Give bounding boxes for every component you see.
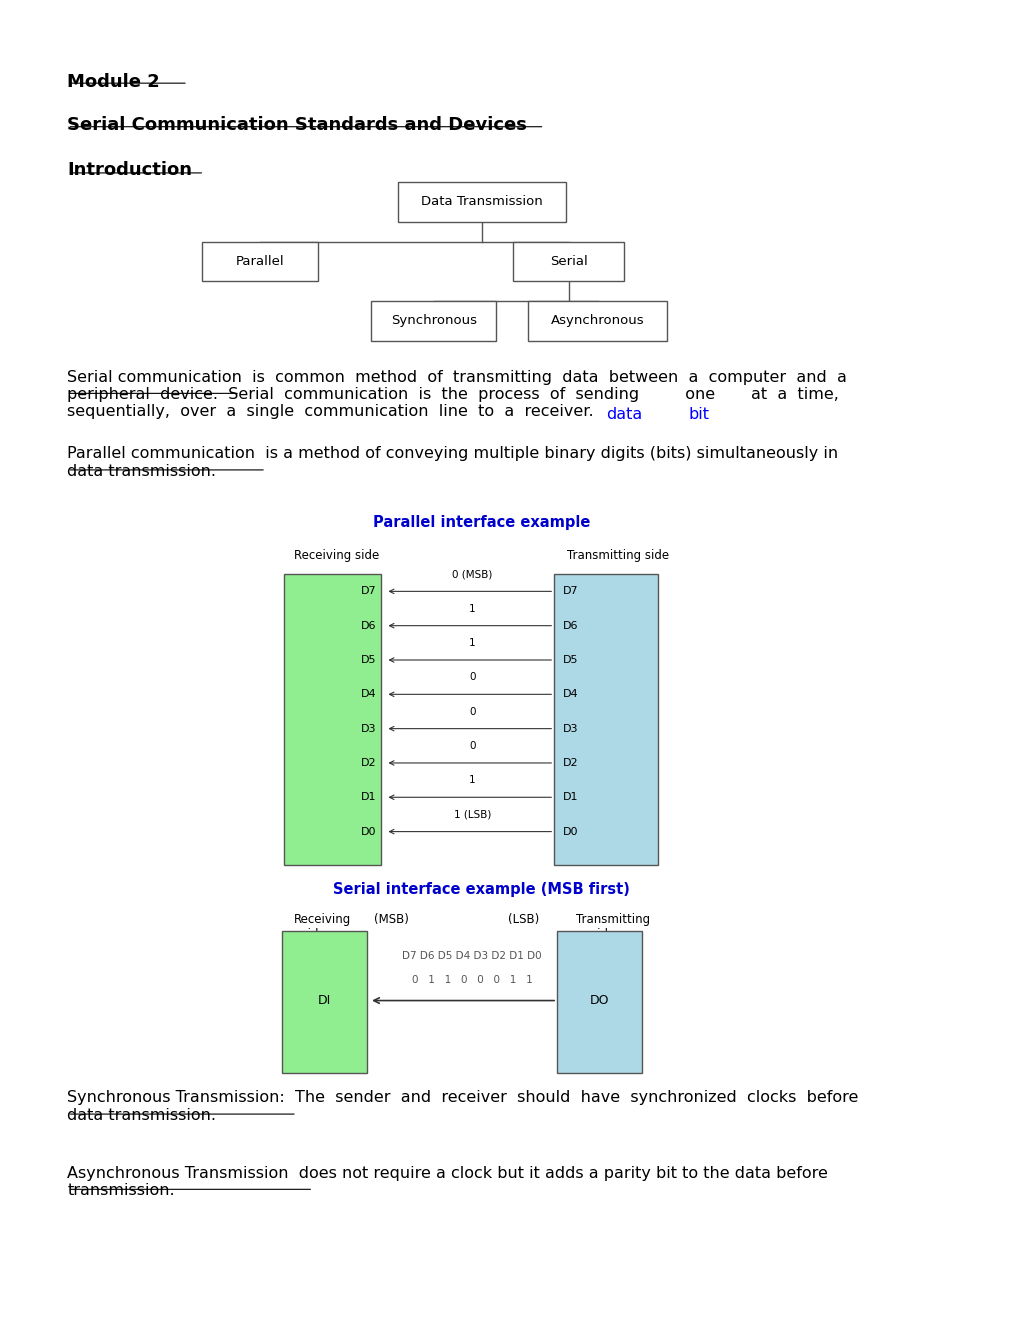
Text: Transmitting
    side: Transmitting side [576, 913, 650, 941]
Text: D6: D6 [562, 620, 578, 631]
Bar [397, 182, 566, 222]
Bar [553, 574, 657, 865]
Text: D0: D0 [361, 826, 376, 837]
Text: (LSB): (LSB) [507, 913, 539, 927]
Text: Asynchronous Transmission  does not require a clock but it adds a parity bit to : Asynchronous Transmission does not requi… [67, 1166, 827, 1199]
Text: 1: 1 [469, 603, 475, 614]
Text: 1 (LSB): 1 (LSB) [453, 809, 490, 820]
Text: D4: D4 [361, 689, 376, 700]
Text: D6: D6 [361, 620, 376, 631]
Text: D3: D3 [562, 723, 578, 734]
Text: Serial communication  is  common  method  of  transmitting  data  between  a  co: Serial communication is common method of… [67, 370, 847, 420]
Text: D7 D6 D5 D4 D3 D2 D1 D0: D7 D6 D5 D4 D3 D2 D1 D0 [403, 950, 541, 961]
Text: Module 2: Module 2 [67, 73, 160, 91]
Text: D7: D7 [361, 586, 376, 597]
Text: Introduction: Introduction [67, 161, 193, 180]
Text: Parallel: Parallel [235, 255, 284, 268]
Text: bit: bit [688, 407, 708, 421]
Text: DO: DO [589, 994, 608, 1007]
Text: Serial Communication Standards and Devices: Serial Communication Standards and Devic… [67, 116, 527, 135]
Bar [284, 574, 380, 865]
Text: 1: 1 [469, 638, 475, 648]
Text: D0: D0 [562, 826, 578, 837]
Text: D3: D3 [361, 723, 376, 734]
Text: Parallel communication  is a method of conveying multiple binary digits (bits) s: Parallel communication is a method of co… [67, 446, 838, 479]
Text: D5: D5 [361, 655, 376, 665]
Bar [527, 301, 666, 341]
Text: 0: 0 [469, 741, 475, 751]
Text: Data Transmission: Data Transmission [421, 195, 542, 209]
Text: 0 (MSB): 0 (MSB) [451, 569, 492, 579]
Text: Receiving side: Receiving side [293, 549, 379, 562]
Text: 1: 1 [469, 775, 475, 785]
Text: Serial: Serial [549, 255, 587, 268]
Bar [202, 242, 318, 281]
Text: D2: D2 [562, 758, 578, 768]
Text: D2: D2 [361, 758, 376, 768]
Bar [282, 931, 367, 1073]
Text: D1: D1 [562, 792, 578, 803]
Text: 0: 0 [469, 672, 475, 682]
Text: D7: D7 [562, 586, 578, 597]
Text: Asynchronous: Asynchronous [550, 314, 644, 327]
Text: Parallel interface example: Parallel interface example [373, 515, 590, 529]
Text: Synchronous Transmission:  The  sender  and  receiver  should  have  synchronize: Synchronous Transmission: The sender and… [67, 1090, 858, 1123]
Text: Serial interface example (MSB first): Serial interface example (MSB first) [333, 882, 630, 896]
Text: D4: D4 [562, 689, 578, 700]
Text: (MSB): (MSB) [374, 913, 409, 927]
Text: D1: D1 [361, 792, 376, 803]
Bar [371, 301, 496, 341]
Text: DI: DI [318, 994, 331, 1007]
Text: data: data [605, 407, 642, 421]
Text: 0: 0 [469, 706, 475, 717]
Text: D5: D5 [562, 655, 578, 665]
Bar [556, 931, 641, 1073]
Bar [513, 242, 624, 281]
Text: Synchronous: Synchronous [390, 314, 476, 327]
Text: Receiving
  side: Receiving side [293, 913, 351, 941]
Text: 0   1   1   0   0   0   1   1: 0 1 1 0 0 0 1 1 [412, 974, 532, 985]
Text: Transmitting side: Transmitting side [567, 549, 668, 562]
